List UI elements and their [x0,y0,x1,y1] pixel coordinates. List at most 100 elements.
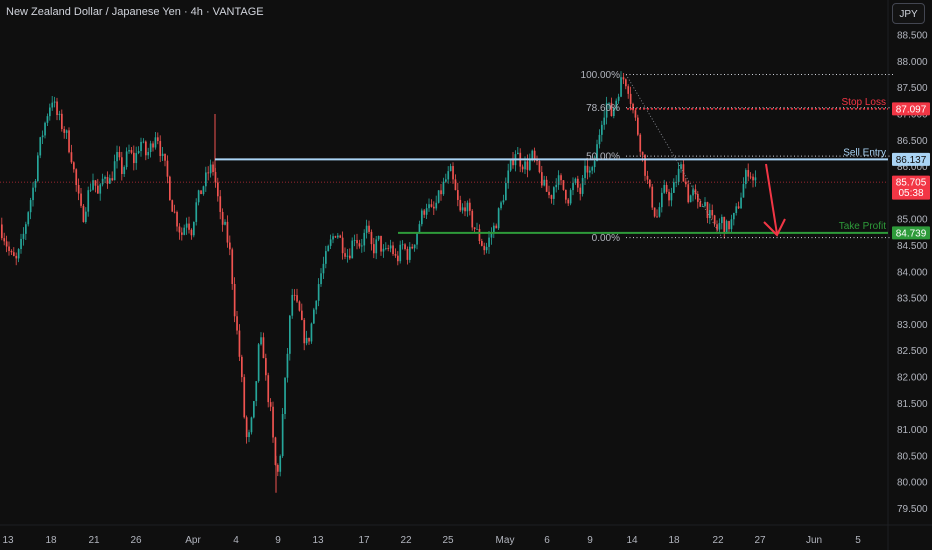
candle-body [157,137,159,142]
candle-body [447,171,450,180]
time-tick-label: 13 [312,535,324,546]
candle-body [363,232,366,246]
candle-body [593,161,596,168]
candle-body [646,175,649,180]
candle-body [116,152,118,162]
candle-body [574,178,577,183]
candle-body [224,221,226,225]
candle-body [425,208,428,215]
candle-body [265,358,267,376]
time-tick-label: May [496,535,515,546]
candle-body [183,227,186,235]
candle-body [8,246,10,251]
candle-body [745,170,747,185]
candle-body [15,255,18,259]
candle-body [101,178,104,185]
candle-body [346,255,349,257]
candle-body [649,179,651,187]
candle-body [173,211,176,213]
candle-body [423,210,426,215]
candle-body [613,107,615,117]
candle-body [58,113,61,116]
candle-body [356,240,358,244]
price-tick-label: 82.500 [897,346,928,357]
candle-body [526,161,529,170]
candle-body [723,216,726,234]
candle-body [245,417,248,438]
candle-body [344,253,346,257]
candle-body [502,200,505,203]
projection-arrow-icon [765,163,778,235]
candle-body [548,191,550,196]
candle-body [464,207,466,212]
sell-entry-label: Sell Entry [843,147,886,158]
time-tick-label: 18 [45,535,57,546]
candle-body [533,150,536,159]
candle-body [241,356,243,378]
candle-body [161,153,164,157]
candle-body [221,211,224,225]
candle-body [725,221,728,234]
candle-body [49,107,51,117]
candle-body [701,206,704,207]
candle-body [567,199,570,204]
candle-body [718,223,721,230]
candle-body [73,162,75,170]
currency-button[interactable]: JPY [892,3,925,24]
time-tick-label: 22 [712,535,724,546]
candle-body [620,77,622,97]
candle-body [140,141,142,152]
candle-body [404,244,406,250]
candle-body [445,179,447,182]
candle-body [279,456,282,472]
candle-body [704,202,706,207]
time-tick-label: 4 [233,535,239,546]
candle-body [658,207,661,217]
time-tick-label: 22 [400,535,412,546]
time-tick-label: 5 [855,535,861,546]
candle-body [20,238,22,250]
price-tick-label: 83.500 [897,294,928,305]
candle-body [418,224,421,233]
candle-body [747,170,750,177]
price-tick-label: 84.000 [897,267,928,278]
candle-body [113,161,116,181]
candle-body [389,245,392,249]
candle-body [617,96,620,101]
candle-body [226,221,229,243]
candle-body [632,103,634,111]
candle-body [358,243,361,247]
candle-body [154,137,157,148]
candle-body [291,294,294,316]
candle-body [512,159,514,166]
candle-body [164,153,166,161]
candle-body [205,172,207,187]
candle-body [608,102,610,104]
candles-layer [1,71,757,493]
candle-body [752,176,754,181]
countdown-label: 05:38 [898,188,923,199]
candle-body [579,187,582,194]
candle-body [233,284,236,317]
candle-body [37,155,39,181]
time-tick-label: 14 [626,535,638,546]
price-tick-label: 80.500 [897,451,928,462]
candle-body [401,244,404,246]
candle-body [538,161,541,173]
candle-body [596,144,598,162]
candle-body [634,110,637,118]
candle-body [466,202,469,212]
candle-body [317,284,320,301]
candle-body [488,237,490,247]
candle-body [262,337,265,359]
candle-body [452,166,454,180]
candle-body [77,185,80,194]
sell-entry-price-badge: 86.137 [896,155,927,166]
candle-body [337,235,339,238]
candle-body [145,141,147,156]
candle-body [394,254,397,256]
candle-body [435,202,438,209]
candle-body [653,207,656,217]
